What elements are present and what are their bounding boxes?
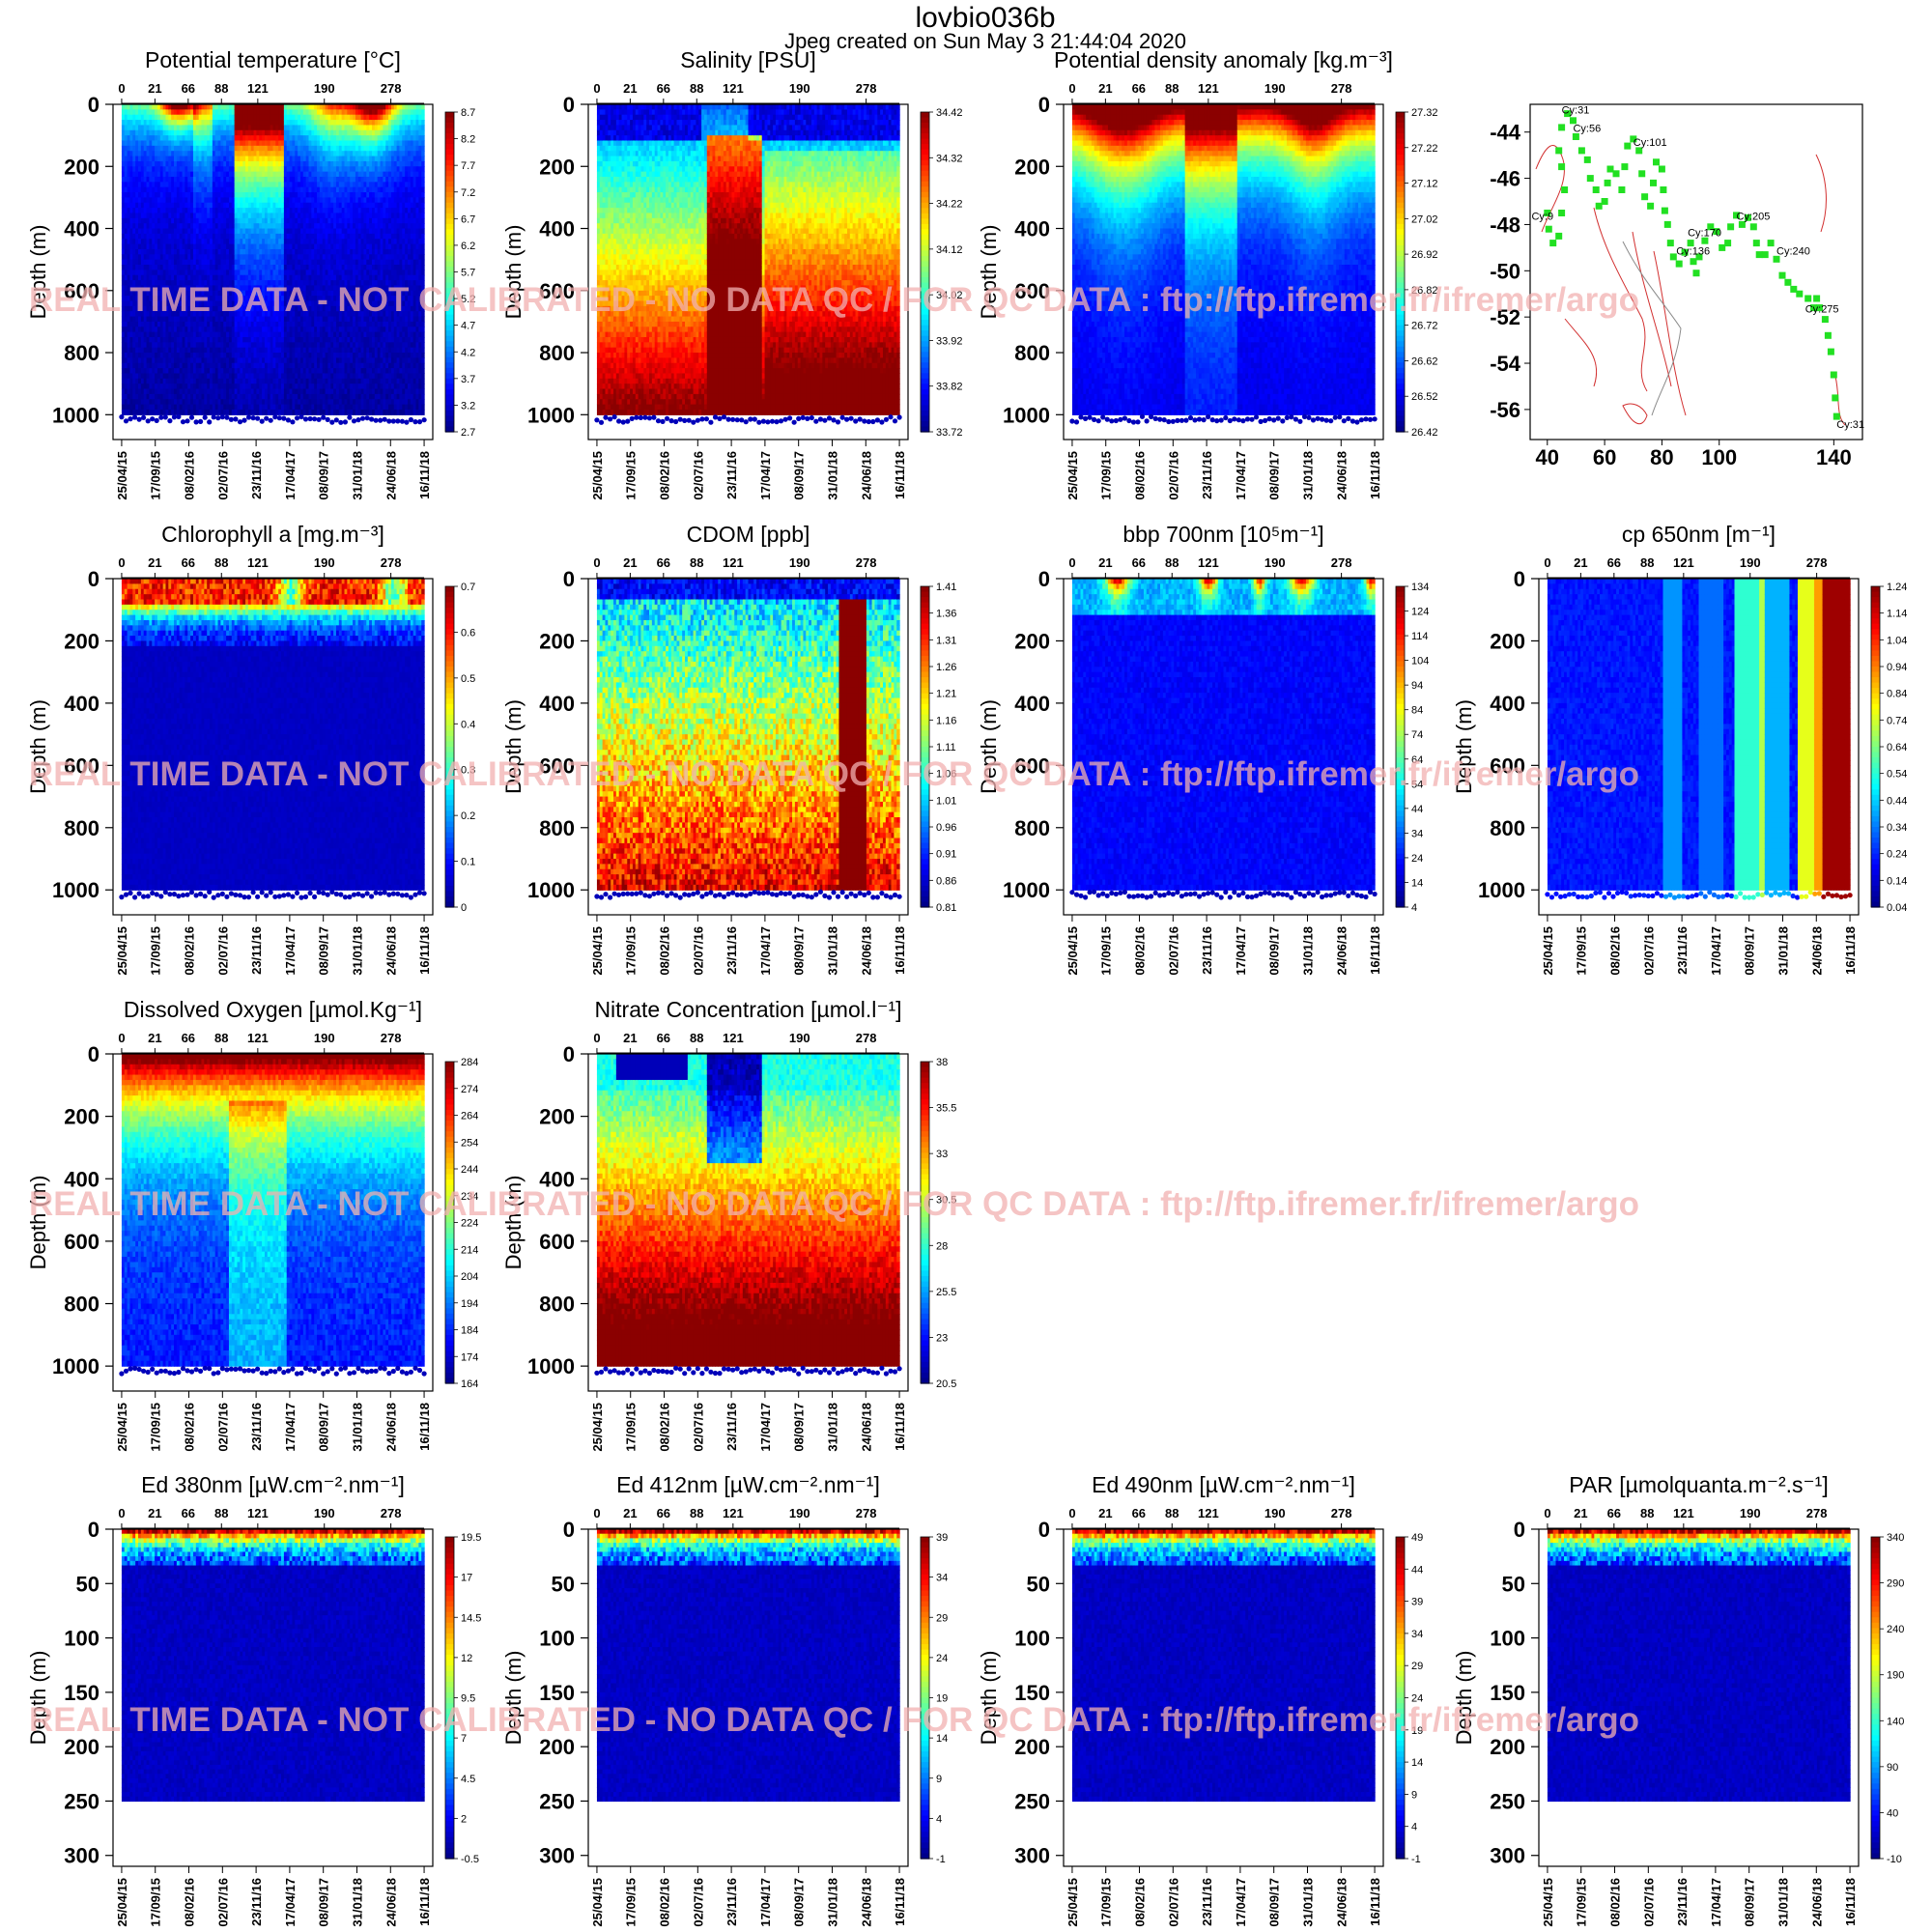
heatmap-temp [122, 104, 425, 415]
panel-temp: Potential temperature [°C]0 21 66 88 121 190 2… [26, 47, 475, 500]
panels: Potential temperature [°C]0 21 66 88 121 190 2… [26, 47, 1907, 1927]
